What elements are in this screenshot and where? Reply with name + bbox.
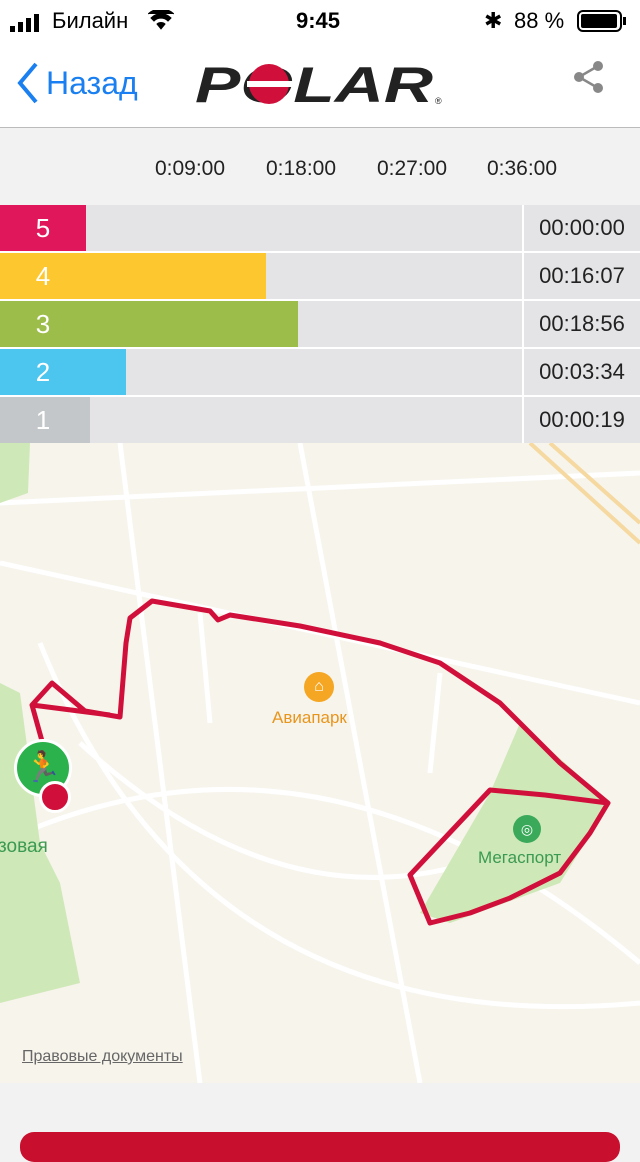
zone-number: 3	[0, 301, 86, 347]
chevron-left-icon	[17, 62, 38, 104]
zone-time: 00:00:00	[522, 205, 640, 251]
route-map[interactable]: ⌂ Авиапарк ◎ Мегаспорт зовая 🏃 Правовые …	[0, 443, 640, 1083]
end-marker[interactable]	[39, 781, 71, 813]
axis-tick: 0:36:00	[486, 157, 558, 180]
route-line	[29, 598, 611, 926]
park-area	[0, 443, 30, 503]
zone-bar	[86, 253, 267, 299]
carrier: Билайн	[52, 8, 129, 33]
zone-row: 4 00:16:07	[0, 253, 640, 301]
shopping-icon[interactable]: ⌂	[304, 672, 334, 702]
battery-percent: 88 %	[514, 8, 565, 33]
zone-time: 00:00:19	[522, 397, 640, 443]
poi-label[interactable]: Мегаспорт	[478, 848, 562, 867]
zone-bar	[86, 301, 298, 347]
zone-row: 2 00:03:34	[0, 349, 640, 397]
zone-number: 5	[0, 205, 86, 251]
wifi-icon	[147, 8, 175, 36]
action-button[interactable]	[20, 1132, 620, 1162]
zone-time: 00:16:07	[522, 253, 640, 299]
time-axis: 0:09:00 0:18:00 0:27:00 0:36:00	[0, 129, 640, 205]
share-button[interactable]	[572, 60, 606, 99]
zone-row: 3 00:18:56	[0, 301, 640, 349]
status-bar: Билайн 9:45 ✱ 88 %	[0, 0, 640, 42]
axis-tick: 0:09:00	[154, 157, 226, 180]
back-button[interactable]: Назад	[16, 62, 138, 104]
clock: 9:45	[296, 8, 341, 33]
zone-number: 4	[0, 253, 86, 299]
park-label: зовая	[0, 836, 48, 857]
heart-rate-zones: 5 00:00:00 4 00:16:07 3 00:18:56 2 00:03:34 …	[0, 205, 640, 445]
axis-tick: 0:18:00	[265, 157, 337, 180]
signal-icon	[10, 12, 46, 38]
zone-time: 00:18:56	[522, 301, 640, 347]
zone-number: 1	[0, 397, 86, 443]
stadium-icon[interactable]: ◎	[513, 815, 541, 843]
zone-time: 00:03:34	[522, 349, 640, 395]
zone-bar	[86, 397, 90, 443]
legal-link[interactable]: Правовые документы	[22, 1048, 183, 1065]
bluetooth-icon: ✱	[484, 8, 503, 33]
brand-name: POLAR	[195, 62, 433, 106]
share-icon	[574, 61, 603, 93]
navigation-bar: Назад POLAR ®	[0, 42, 640, 128]
back-label: Назад	[46, 64, 138, 101]
zone-row: 1 00:00:19	[0, 397, 640, 445]
polar-logo: POLAR ®	[195, 57, 445, 113]
zone-row: 5 00:00:00	[0, 205, 640, 253]
battery-icon	[577, 10, 627, 38]
poi-label[interactable]: Авиапарк	[272, 708, 347, 727]
zone-bar	[86, 349, 126, 395]
axis-tick: 0:27:00	[376, 157, 448, 180]
svg-text:®: ®	[435, 96, 442, 106]
zone-number: 2	[0, 349, 86, 395]
